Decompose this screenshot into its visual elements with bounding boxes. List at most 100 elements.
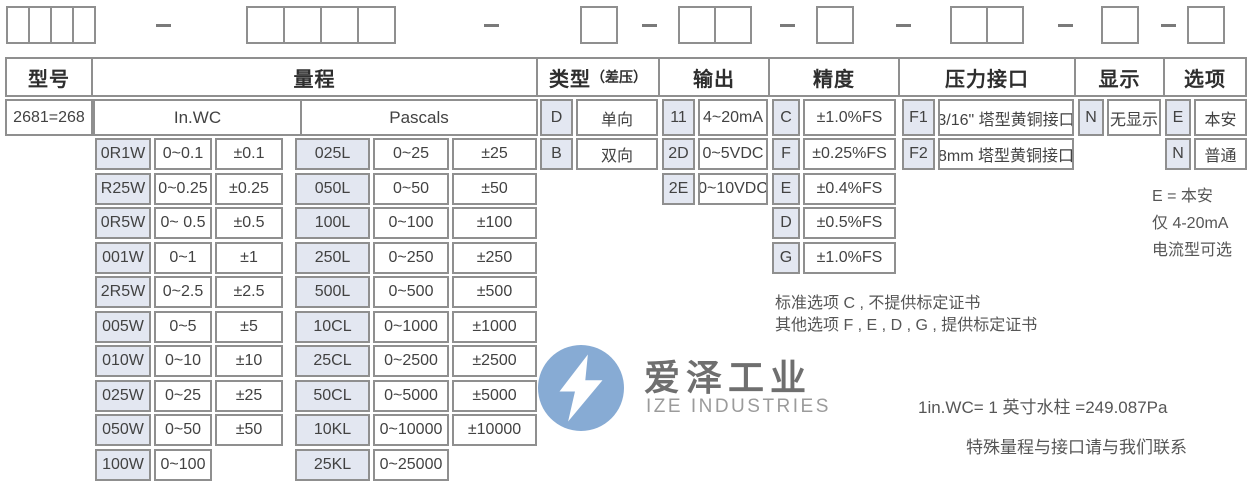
display-value-cell: 无显示 (1107, 99, 1161, 136)
port-code-cell: F1 (902, 99, 935, 136)
range-pascals-value-cell: ±100 (452, 207, 537, 239)
range-inwc-code-cell: 0R1W (95, 138, 151, 170)
option-note: E = 本安 仅 4-20mA 电流型可选 (1152, 183, 1232, 264)
order-code-box (246, 6, 285, 44)
order-code-box (816, 6, 854, 44)
range-inwc-code-cell: 005W (95, 311, 151, 343)
order-code-box (6, 6, 30, 44)
range-inwc-value-cell: 0~10 (154, 345, 212, 377)
range-pascals-value-cell: 0~5000 (373, 380, 449, 412)
port-code-cell: F2 (902, 138, 935, 170)
range-pascals-value-cell: 0~50 (373, 173, 449, 205)
range-pascals-value-cell: 0~500 (373, 276, 449, 308)
range-inwc-value-cell: 0~100 (154, 449, 212, 481)
option-note-line3: 电流型可选 (1152, 242, 1233, 259)
logo-cn-text: 爱泽工业 (644, 357, 813, 398)
accuracy-value-cell: ±0.4%FS (803, 173, 896, 205)
option-code-cell: N (1165, 138, 1191, 170)
range-pascals-code-cell: 10KL (295, 414, 370, 446)
range-pascals-value-cell: ±1000 (452, 311, 537, 343)
accuracy-value-cell: ±1.0%FS (803, 99, 896, 136)
range-inwc-value-cell: ±50 (215, 414, 283, 446)
range-inwc-code-cell: 001W (95, 242, 151, 274)
order-code-box (320, 6, 359, 44)
accuracy-note-line2: 其他选项 F , E , D , G , 提供标定证书 (775, 317, 1038, 334)
range-pascals-value-cell: 0~25000 (373, 449, 449, 481)
range-pascals-value-cell: ±2500 (452, 345, 537, 377)
range-inwc-value-cell: ±25 (215, 380, 283, 412)
type-value-cell: 双向 (576, 138, 658, 170)
unit-conversion-note: 1in.WC= 1 英寸水柱 =249.087Pa (918, 398, 1168, 417)
range-inwc-value-cell: ±0.5 (215, 207, 283, 239)
order-code-dash (1161, 24, 1176, 27)
range-pascals-code-cell: 500L (295, 276, 370, 308)
accuracy-note: 标准选项 C , 不提供标定证书 其他选项 F , E , D , G , 提供… (775, 293, 1037, 337)
range-inwc-value-cell: 0~2.5 (154, 276, 212, 308)
order-code-box (986, 6, 1024, 44)
type-code-cell: B (540, 138, 573, 170)
range-inwc-code-cell: 2R5W (95, 276, 151, 308)
order-code-box (678, 6, 716, 44)
range-pascals-code-cell: 10CL (295, 311, 370, 343)
output-code-cell: 11 (662, 99, 695, 136)
order-code-dash (156, 24, 171, 27)
column-header-model: 型号 (5, 57, 93, 97)
output-value-cell: 0~10VDC (698, 173, 768, 205)
order-code-box (50, 6, 74, 44)
column-header-port: 压力接口 (898, 57, 1076, 97)
range-inwc-value-cell: ±0.25 (215, 173, 283, 205)
range-inwc-value-cell: 0~25 (154, 380, 212, 412)
range-inwc-value-cell: ±1 (215, 242, 283, 274)
order-code-dash (1058, 24, 1073, 27)
range-pascals-code-cell: 25KL (295, 449, 370, 481)
range-pascals-value-cell: 0~250 (373, 242, 449, 274)
option-value-cell: 本安 (1194, 99, 1247, 136)
range-unit-pascals: Pascals (300, 99, 538, 136)
order-code-box (714, 6, 752, 44)
range-inwc-code-cell: 050W (95, 414, 151, 446)
option-value-cell: 普通 (1194, 138, 1247, 170)
range-pascals-value-cell: ±10000 (452, 414, 537, 446)
port-value-cell: 3/16" 塔型黄铜接口 (938, 99, 1074, 136)
column-header-accuracy: 精度 (768, 57, 900, 97)
option-note-line2: 仅 4-20mA (1152, 215, 1229, 232)
order-code-box (283, 6, 322, 44)
order-code-box (1101, 6, 1139, 44)
range-pascals-code-cell: 050L (295, 173, 370, 205)
output-code-cell: 2E (662, 173, 695, 205)
order-code-dash (896, 24, 911, 27)
range-inwc-value-cell: ±5 (215, 311, 283, 343)
accuracy-code-cell: F (772, 138, 800, 170)
range-pascals-value-cell: 0~2500 (373, 345, 449, 377)
order-code-dash (484, 24, 499, 27)
range-pascals-value-cell: 0~100 (373, 207, 449, 239)
accuracy-value-cell: ±0.5%FS (803, 207, 896, 239)
accuracy-code-cell: E (772, 173, 800, 205)
accuracy-value-cell: ±1.0%FS (803, 242, 896, 274)
range-pascals-value-cell: ±500 (452, 276, 537, 308)
model-code-cell: 2681=268 (5, 99, 93, 136)
range-pascals-value-cell: 0~25 (373, 138, 449, 170)
range-inwc-value-cell: ±10 (215, 345, 283, 377)
range-pascals-code-cell: 250L (295, 242, 370, 274)
column-header-range: 量程 (91, 57, 538, 97)
output-code-cell: 2D (662, 138, 695, 170)
column-header-display: 显示 (1074, 57, 1165, 97)
range-inwc-value-cell: 0~5 (154, 311, 212, 343)
range-pascals-code-cell: 25CL (295, 345, 370, 377)
column-header-type-main: 类型 (549, 68, 591, 91)
range-inwc-value-cell: ±0.1 (215, 138, 283, 170)
range-inwc-value-cell: 0~ 0.5 (154, 207, 212, 239)
accuracy-code-cell: D (772, 207, 800, 239)
range-pascals-code-cell: 50CL (295, 380, 370, 412)
range-pascals-code-cell: 025L (295, 138, 370, 170)
accuracy-code-cell: C (772, 99, 800, 136)
column-header-option: 选项 (1163, 57, 1247, 97)
order-code-box (1187, 6, 1225, 44)
output-value-cell: 0~5VDC (698, 138, 768, 170)
range-inwc-code-cell: R25W (95, 173, 151, 205)
display-code-cell: N (1078, 99, 1104, 136)
range-inwc-code-cell: 0R5W (95, 207, 151, 239)
range-pascals-value-cell: ±5000 (452, 380, 537, 412)
